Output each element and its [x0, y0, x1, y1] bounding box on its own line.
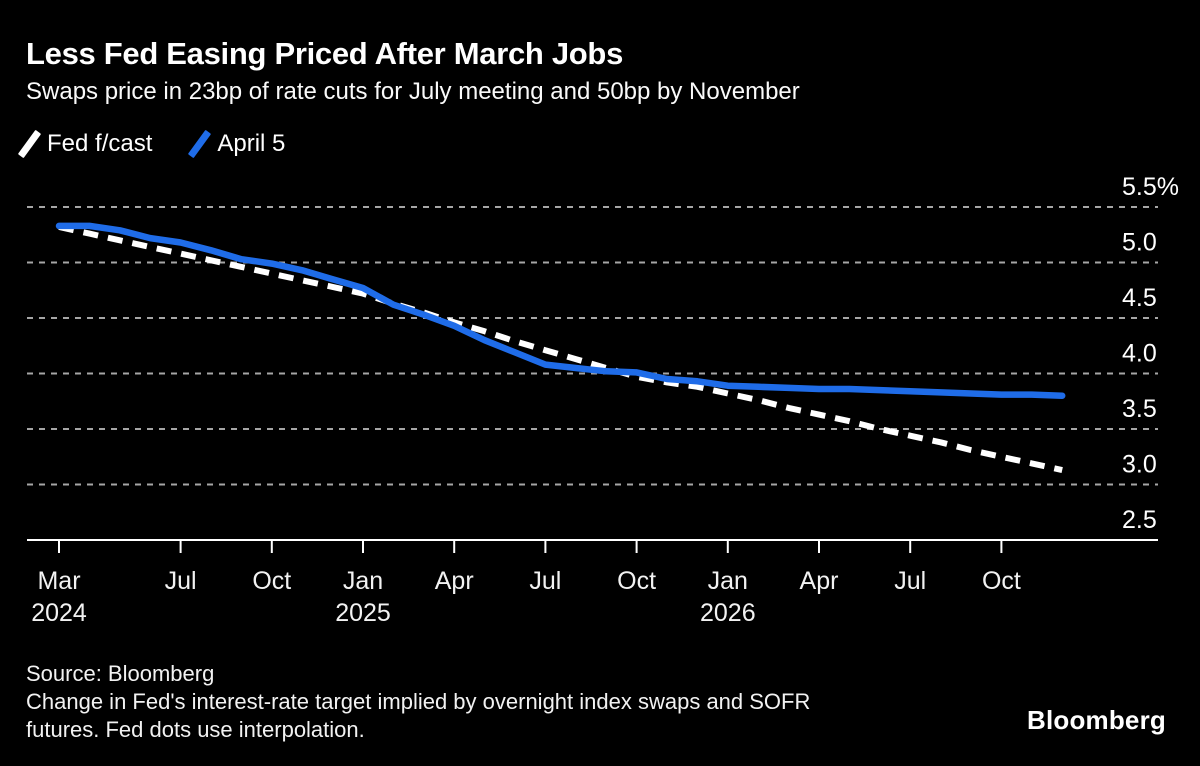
footer-notes: Source: Bloomberg Change in Fed's intere… — [26, 660, 810, 744]
note-line-1: Change in Fed's interest-rate target imp… — [26, 689, 811, 714]
legend-item-fed-f-cast: Fed f/cast — [17, 129, 153, 159]
x-axis-year-label: 2026 — [700, 599, 756, 627]
legend-label: Fed f/cast — [47, 130, 153, 157]
y-axis-label: 3.5 — [1122, 395, 1157, 423]
x-axis-label: Oct — [252, 567, 291, 595]
x-axis-label: Jul — [165, 567, 197, 595]
source-line: Source: Bloomberg — [26, 661, 215, 686]
y-axis-label: 5.0 — [1122, 229, 1157, 257]
x-axis-label: Jul — [529, 567, 561, 595]
x-axis-label: Oct — [617, 567, 656, 595]
y-axis-label: 4.5 — [1122, 284, 1157, 312]
y-axis-label: 2.5 — [1122, 506, 1157, 534]
note-line-2: futures. Fed dots use interpolation. — [26, 717, 365, 742]
x-axis-label: Jan — [343, 567, 383, 595]
x-axis-label: Oct — [982, 567, 1021, 595]
legend-item-april-5: April 5 — [188, 129, 286, 159]
legend: Fed f/cast April 5 — [17, 126, 286, 162]
x-axis-label: Mar — [37, 567, 80, 595]
series-line-april-5 — [55, 222, 1066, 399]
x-axis-label: Jul — [894, 567, 926, 595]
chart-subtitle: Swaps price in 23bp of rate cuts for Jul… — [26, 78, 800, 105]
x-axis-label: Apr — [800, 567, 839, 595]
chart-title: Less Fed Easing Priced After March Jobs — [26, 36, 624, 71]
series-line-fed-f-cast — [58, 224, 1063, 474]
x-axis-label: Jan — [708, 567, 748, 595]
bloomberg-logo: Bloomberg — [1026, 705, 1166, 735]
line-swatch-icon — [188, 129, 212, 159]
y-axis-label: 5.5% — [1122, 173, 1179, 201]
x-axis-year-label: 2024 — [31, 599, 87, 627]
legend-label: April 5 — [217, 130, 286, 157]
x-axis-label: Apr — [435, 567, 474, 595]
x-axis-year-label: 2025 — [335, 599, 391, 627]
y-axis-label: 4.0 — [1122, 340, 1157, 368]
y-axis-label: 3.0 — [1122, 451, 1157, 479]
